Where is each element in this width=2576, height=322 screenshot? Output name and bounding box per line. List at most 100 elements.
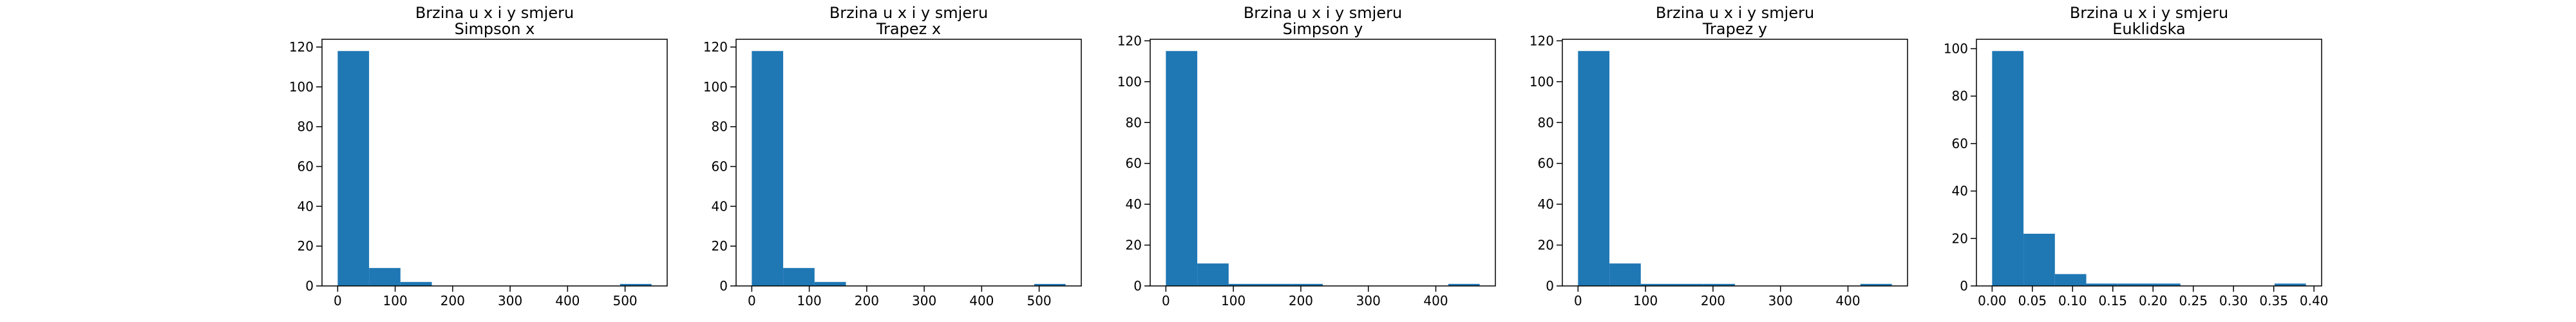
y-tick-label: 0 — [1546, 278, 1554, 294]
bar — [1672, 283, 1704, 286]
y-tick-label: 40 — [1126, 196, 1142, 212]
y-tick-label: 120 — [703, 39, 728, 55]
bar — [1609, 263, 1641, 286]
y-tick-label: 40 — [1538, 196, 1554, 212]
x-tick-label: 400 — [969, 293, 994, 308]
y-tick-label: 20 — [1952, 231, 1968, 246]
bar — [620, 283, 652, 286]
y-tick-label: 100 — [703, 79, 728, 95]
y-tick-label: 120 — [1117, 33, 1142, 48]
y-tick-label: 80 — [1952, 88, 1968, 104]
y-tick-label: 80 — [1538, 115, 1554, 130]
y-tick-label: 20 — [298, 238, 314, 254]
x-tick-label: 400 — [1835, 293, 1860, 308]
bar — [1228, 283, 1260, 286]
bar — [1197, 263, 1229, 286]
y-tick-label: 60 — [1126, 156, 1142, 171]
y-tick-label: 0 — [1133, 278, 1142, 294]
y-tick-label: 40 — [712, 198, 728, 214]
y-tick-label: 0 — [305, 278, 314, 294]
x-tick-label: 500 — [1027, 293, 1051, 308]
y-tick-label: 0 — [719, 278, 728, 294]
y-tick-label: 80 — [712, 119, 728, 135]
x-tick-label: 0.15 — [2099, 293, 2128, 308]
bar — [2023, 233, 2055, 286]
bar — [2274, 283, 2306, 286]
bar — [2086, 283, 2118, 286]
bar — [1860, 283, 1892, 286]
y-tick-label: 80 — [1126, 115, 1142, 130]
y-tick-label: 60 — [712, 159, 728, 175]
x-tick-label: 100 — [1221, 293, 1245, 308]
x-tick-label: 300 — [1768, 293, 1793, 308]
x-tick-label: 300 — [498, 293, 522, 308]
y-tick-label: 40 — [298, 198, 314, 214]
y-tick-label: 80 — [298, 119, 314, 135]
x-tick-label: 0 — [748, 293, 756, 308]
y-tick-label: 20 — [712, 238, 728, 254]
x-tick-label: 100 — [797, 293, 822, 308]
chart-subtitle: Trapez y — [1702, 20, 1767, 38]
x-tick-label: 100 — [1633, 293, 1658, 308]
x-tick-label: 100 — [383, 293, 408, 308]
bar — [1034, 283, 1066, 286]
axes-frame — [1976, 39, 2322, 287]
bar — [1640, 283, 1672, 286]
chart-title: Brzina u x i y smjeru — [829, 4, 988, 22]
x-tick-label: 200 — [1289, 293, 1313, 308]
y-tick-label: 60 — [1952, 136, 1968, 151]
x-tick-label: 500 — [612, 293, 637, 308]
bar — [2149, 283, 2181, 286]
x-tick-label: 0.20 — [2139, 293, 2168, 308]
bar — [1260, 283, 1292, 286]
y-tick-label: 60 — [298, 159, 314, 175]
x-tick-label: 0.30 — [2219, 293, 2248, 308]
y-tick-label: 20 — [1126, 238, 1142, 253]
x-tick-label: 200 — [440, 293, 465, 308]
y-tick-label: 40 — [1952, 184, 1968, 199]
bar — [369, 268, 401, 286]
chart-title: Brzina u x i y smjeru — [1656, 4, 1814, 22]
bar — [814, 281, 846, 286]
y-tick-label: 100 — [1117, 74, 1142, 90]
x-tick-label: 0.10 — [2058, 293, 2087, 308]
bar — [783, 268, 815, 286]
bar — [2054, 274, 2087, 286]
chart-subtitle: Trapez x — [876, 20, 941, 38]
x-tick-label: 300 — [912, 293, 936, 308]
x-tick-label: 200 — [855, 293, 879, 308]
y-tick-label: 120 — [289, 39, 314, 55]
bar — [1992, 51, 2024, 286]
axes-frame — [321, 39, 668, 287]
x-tick-label: 0 — [334, 293, 342, 308]
bar — [1448, 283, 1480, 286]
bar — [1166, 51, 1198, 286]
y-tick-label: 20 — [1538, 238, 1554, 253]
bar — [752, 51, 784, 286]
y-tick-label: 100 — [1944, 41, 1968, 57]
axes-frame — [1562, 39, 1908, 287]
x-tick-label: 0.00 — [1978, 293, 2007, 308]
chart-subtitle: Simpson y — [1283, 20, 1363, 38]
x-tick-label: 0.40 — [2300, 293, 2329, 308]
y-tick-label: 100 — [289, 79, 314, 95]
x-tick-label: 400 — [1423, 293, 1448, 308]
bar — [1291, 283, 1323, 286]
axes-frame — [1150, 39, 1496, 287]
chart-subtitle: Euklidska — [2112, 20, 2186, 38]
x-tick-label: 300 — [1356, 293, 1381, 308]
chart-title: Brzina u x i y smjeru — [1244, 4, 1402, 22]
bar — [337, 51, 370, 286]
chart-subtitle: Simpson x — [455, 20, 535, 38]
y-tick-label: 120 — [1530, 33, 1554, 48]
axes-frame — [735, 39, 1082, 287]
y-tick-label: 100 — [1530, 74, 1554, 90]
x-tick-label: 0 — [1162, 293, 1170, 308]
x-tick-label: 400 — [555, 293, 580, 308]
x-tick-label: 0 — [1574, 293, 1582, 308]
x-tick-label: 200 — [1701, 293, 1725, 308]
chart-title: Brzina u x i y smjeru — [415, 4, 574, 22]
y-tick-label: 60 — [1538, 156, 1554, 171]
x-tick-label: 0.25 — [2179, 293, 2208, 308]
